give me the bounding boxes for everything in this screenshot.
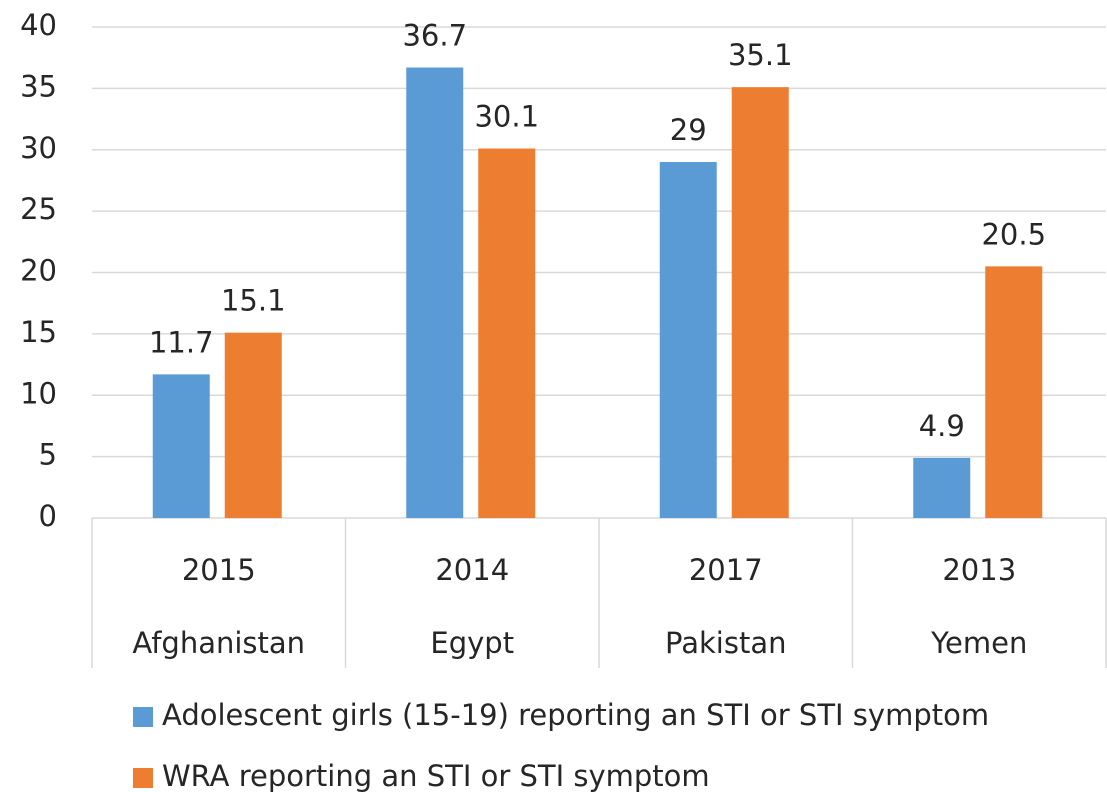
x-tick-label: 2014	[435, 553, 509, 587]
y-tick-label: 0	[39, 499, 57, 533]
y-tick-label: 10	[20, 376, 57, 410]
data-label: 15.1	[221, 284, 286, 318]
x-tick-label: 2017	[689, 553, 763, 587]
group-label: Afghanistan	[132, 626, 305, 660]
y-tick-label: 5	[39, 438, 57, 472]
bar	[985, 266, 1043, 518]
x-tick-label: 2015	[182, 553, 256, 587]
data-label: 4.9	[919, 409, 965, 443]
y-tick-label: 30	[20, 131, 57, 165]
group-label: Pakistan	[665, 626, 786, 660]
bar	[659, 162, 717, 518]
bar	[224, 332, 282, 518]
bar	[406, 67, 464, 518]
y-tick-label: 20	[20, 254, 57, 288]
legend-swatch	[133, 707, 153, 727]
bar	[913, 457, 971, 518]
data-label: 29	[670, 113, 707, 147]
y-tick-label: 35	[20, 69, 57, 103]
data-label: 30.1	[474, 100, 539, 134]
group-label: Yemen	[930, 626, 1027, 660]
legend-label: WRA reporting an STI or STI symptom	[162, 759, 710, 792]
data-label: 20.5	[981, 217, 1046, 251]
y-tick-label: 40	[20, 8, 57, 42]
bar	[152, 374, 210, 518]
x-tick-label: 2013	[942, 553, 1016, 587]
bar	[478, 148, 536, 518]
data-label: 36.7	[402, 19, 467, 53]
y-tick-label: 15	[20, 315, 57, 349]
bar	[731, 87, 789, 519]
group-label: Egypt	[430, 626, 514, 660]
data-label: 11.7	[149, 325, 214, 359]
legend-label: Adolescent girls (15-19) reporting an ST…	[162, 698, 989, 732]
data-label: 35.1	[728, 38, 793, 72]
legend-swatch	[133, 768, 153, 788]
y-tick-label: 25	[20, 192, 57, 226]
